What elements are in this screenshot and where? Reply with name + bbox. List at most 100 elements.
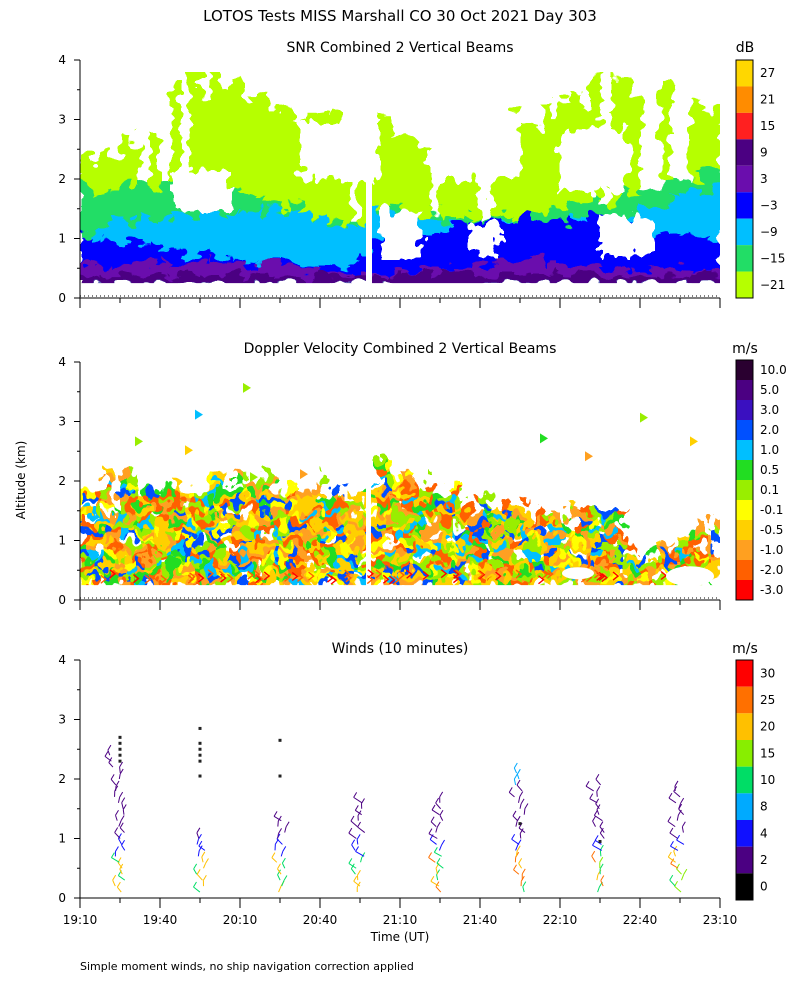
doppler-cell: [296, 567, 305, 575]
colorbar-label: −15: [760, 251, 785, 265]
doppler-cell: [464, 531, 473, 539]
doppler-cell: [232, 519, 241, 527]
doppler-cell: [352, 537, 361, 545]
doppler-cell: [176, 555, 185, 563]
doppler-cell: [288, 483, 297, 491]
doppler-cell: [472, 543, 481, 551]
wind-barb-flag: [282, 846, 287, 852]
wind-barb: [592, 844, 603, 851]
doppler-cell: [504, 537, 513, 545]
wind-barb-flag: [589, 793, 594, 799]
wind-barb: [513, 778, 517, 786]
snr-cell: [400, 275, 411, 284]
doppler-cell: [360, 537, 369, 545]
wind-barb: [670, 845, 679, 851]
colorbar-swatch: [736, 540, 753, 560]
doppler-chevron: [284, 572, 291, 582]
doppler-cell: [168, 531, 177, 539]
doppler-chevron: [100, 574, 107, 584]
snr-cell: [530, 129, 541, 284]
doppler-cell: [496, 531, 505, 539]
doppler-cell: [600, 567, 609, 575]
wind-barb-flag: [110, 852, 115, 858]
doppler-cell: [248, 519, 257, 527]
doppler-cell: [616, 537, 625, 545]
snr-cell: [570, 219, 581, 284]
doppler-cell: [552, 543, 561, 551]
doppler-cell: [632, 578, 641, 587]
doppler-cell: [536, 525, 545, 533]
doppler-cell: [608, 549, 617, 557]
doppler-cell: [488, 519, 497, 527]
doppler-patch: [250, 472, 258, 483]
wind-barb-flag: [278, 828, 282, 834]
wind-barb: [351, 844, 356, 851]
doppler-cell: [424, 543, 433, 551]
doppler-cell: [152, 501, 161, 509]
doppler-cell: [544, 531, 553, 539]
doppler-cell: [216, 483, 225, 491]
doppler-cell: [264, 519, 273, 527]
doppler-cell: [128, 525, 137, 533]
snr-cell: [330, 276, 341, 284]
colorbar-swatch: [736, 740, 753, 767]
doppler-cell: [80, 519, 89, 527]
doppler-cell: [576, 531, 585, 539]
colorbar-label: 8: [760, 800, 768, 814]
doppler-cell: [520, 519, 529, 527]
wind-barb-flag: [593, 810, 598, 816]
doppler-cell: [152, 578, 161, 587]
doppler-cell: [400, 495, 409, 503]
wind-barb: [435, 886, 442, 893]
doppler-cell: [112, 572, 121, 581]
doppler-cell: [288, 525, 297, 533]
doppler-cell: [576, 578, 585, 587]
wind-barb: [357, 826, 366, 833]
doppler-cell: [560, 525, 569, 533]
doppler-cell: [352, 578, 361, 587]
doppler-cell: [200, 555, 209, 563]
snr-cell: [290, 209, 301, 284]
doppler-cell: [568, 578, 577, 587]
doppler-cell: [520, 543, 529, 551]
doppler-cell: [192, 567, 201, 575]
wind-barb-flag: [119, 791, 124, 798]
wind-barb: [518, 827, 526, 833]
doppler-cell: [176, 495, 185, 503]
snr-cell: [160, 259, 171, 284]
doppler-cell: [232, 537, 241, 545]
snr-cell: [290, 276, 301, 284]
doppler-cell: [288, 543, 297, 551]
doppler-cell: [584, 537, 593, 545]
doppler-chevron: [393, 575, 400, 585]
snr-cell: [270, 209, 281, 284]
snr-cell: [710, 277, 720, 284]
doppler-cell: [160, 513, 169, 521]
colorbar-label: -3.0: [760, 583, 783, 597]
doppler-cell: [496, 525, 505, 533]
doppler-cell: [416, 495, 425, 503]
snr-cell: [130, 262, 141, 284]
wind-barb-flag: [441, 839, 445, 846]
doppler-cell: [480, 501, 489, 509]
doppler-cell: [432, 507, 441, 515]
doppler-cell: [104, 578, 113, 587]
doppler-cell: [456, 513, 465, 521]
doppler-cell: [464, 525, 473, 533]
snr-cell: [370, 238, 381, 284]
footnote: Simple moment winds, no ship navigation …: [80, 960, 414, 973]
snr-cell: [520, 260, 531, 284]
doppler-cell: [384, 471, 393, 480]
doppler-cell: [336, 483, 345, 491]
doppler-cell: [512, 572, 521, 581]
doppler-cell: [392, 572, 401, 581]
doppler-cell: [544, 537, 553, 545]
doppler-cell: [144, 549, 153, 557]
doppler-cell: [584, 525, 593, 533]
doppler-cell: [128, 483, 137, 491]
doppler-cell: [384, 561, 393, 569]
doppler-cell: [352, 561, 361, 569]
doppler-chevron: [256, 574, 264, 584]
doppler-cell: [112, 578, 121, 587]
doppler-cell: [96, 567, 105, 575]
